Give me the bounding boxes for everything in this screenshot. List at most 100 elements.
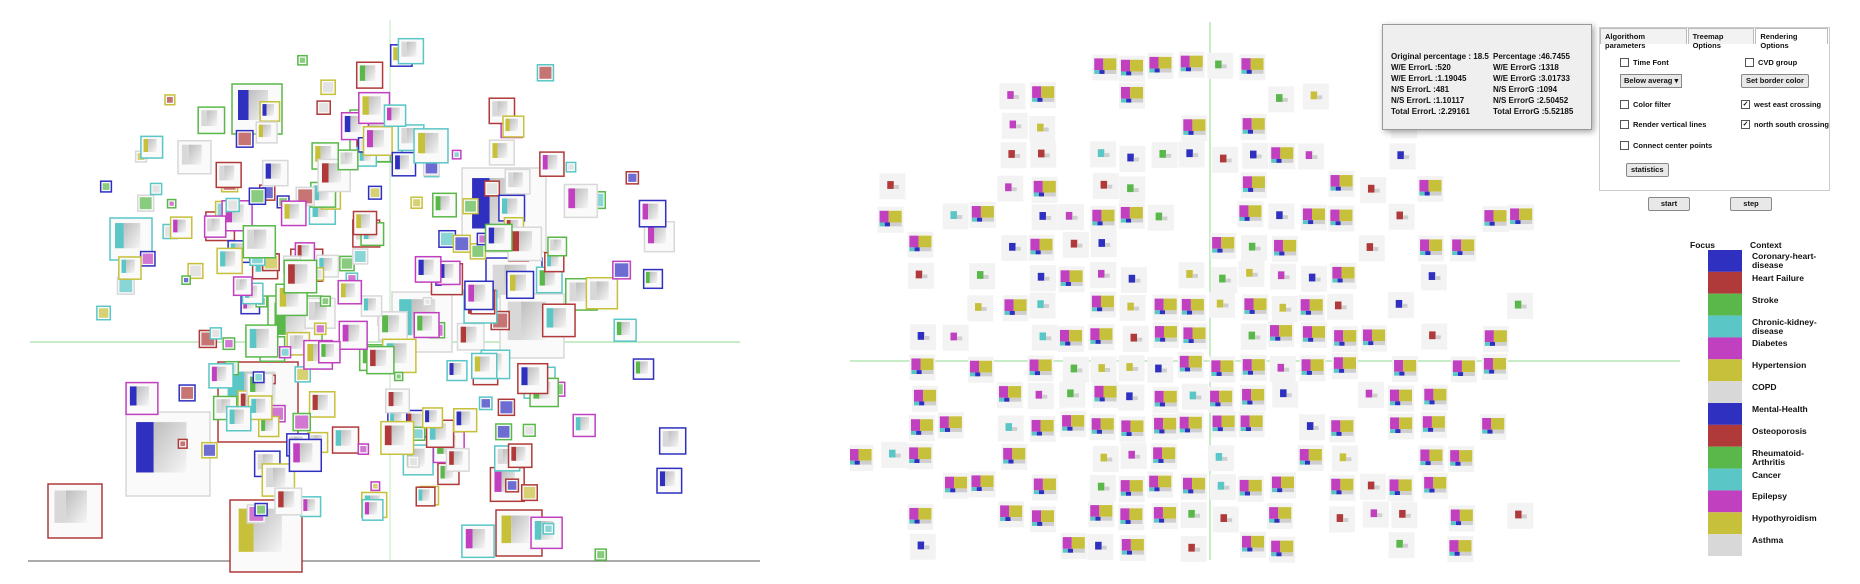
treemap-node[interactable] — [909, 354, 936, 381]
treemap-node[interactable] — [585, 276, 619, 310]
treemap-node[interactable] — [1090, 262, 1117, 289]
treemap-node[interactable] — [1119, 294, 1146, 321]
connect-center-points-checkbox[interactable] — [1620, 141, 1629, 150]
treemap-node[interactable] — [1269, 536, 1296, 563]
treemap-node[interactable] — [1088, 324, 1115, 351]
treemap-node[interactable] — [505, 478, 520, 493]
treemap-node[interactable] — [997, 415, 1024, 442]
treemap-node[interactable] — [1299, 414, 1326, 441]
treemap-node[interactable] — [384, 388, 411, 414]
treemap-node[interactable] — [625, 170, 640, 185]
treemap-node[interactable] — [294, 366, 311, 383]
treemap-node[interactable] — [410, 196, 423, 209]
treemap-node[interactable] — [139, 250, 156, 267]
treemap-node[interactable] — [1482, 206, 1509, 233]
treemap-node[interactable] — [997, 175, 1024, 202]
treemap-node[interactable] — [1299, 355, 1326, 382]
treemap-node[interactable] — [1092, 381, 1119, 408]
treemap-node[interactable] — [1207, 445, 1234, 472]
treemap-node[interactable] — [1271, 296, 1298, 323]
treemap-node[interactable] — [1387, 475, 1414, 502]
right-treemap-canvas[interactable] — [850, 0, 1680, 584]
treemap-node[interactable] — [1002, 295, 1029, 322]
treemap-node[interactable] — [1270, 263, 1297, 290]
treemap-node[interactable] — [1118, 355, 1145, 382]
treemap-node[interactable] — [331, 426, 360, 454]
treemap-node[interactable] — [352, 210, 378, 236]
treemap-node[interactable] — [1147, 356, 1174, 383]
treemap-node[interactable] — [1062, 231, 1089, 258]
treemap-node[interactable] — [1360, 176, 1387, 203]
treemap-node[interactable] — [1421, 323, 1448, 350]
treemap-node[interactable] — [1179, 294, 1206, 321]
treemap-node[interactable] — [1057, 325, 1084, 352]
treemap-node[interactable] — [1238, 411, 1265, 438]
treemap-node[interactable] — [292, 412, 312, 432]
treemap-node[interactable] — [1297, 143, 1324, 170]
set-border-color-button[interactable]: Set border color — [1741, 74, 1809, 88]
treemap-node[interactable] — [1092, 445, 1119, 472]
treemap-node[interactable] — [125, 381, 159, 416]
treemap-node[interactable] — [1418, 235, 1445, 262]
start-button[interactable]: start — [1648, 197, 1690, 211]
treemap-node[interactable] — [248, 187, 267, 206]
treemap-node[interactable] — [642, 268, 664, 290]
treemap-node[interactable] — [1178, 262, 1205, 289]
treemap-node[interactable] — [1507, 292, 1534, 319]
treemap-node[interactable] — [446, 359, 468, 382]
treemap-node[interactable] — [1300, 322, 1327, 349]
treemap-node[interactable] — [1210, 233, 1237, 260]
treemap-node[interactable] — [383, 104, 407, 127]
treemap-node[interactable] — [1087, 533, 1114, 560]
treemap-node[interactable] — [181, 275, 191, 285]
treemap-node[interactable] — [187, 262, 204, 280]
treemap-node[interactable] — [1240, 323, 1267, 350]
treemap-node[interactable] — [247, 395, 273, 421]
treemap-node[interactable] — [1119, 535, 1146, 562]
treemap-node[interactable] — [613, 318, 637, 342]
treemap-node[interactable] — [1058, 266, 1085, 293]
treemap-node[interactable] — [1448, 505, 1475, 532]
treemap-node[interactable] — [881, 441, 908, 468]
treemap-node[interactable] — [502, 115, 525, 138]
treemap-node[interactable] — [432, 192, 458, 218]
treemap-node[interactable] — [612, 260, 632, 280]
tab-algorithm-parameters[interactable]: Algorithom parameters — [1600, 28, 1687, 50]
treemap-node[interactable] — [366, 345, 395, 375]
color-filter-option[interactable]: Color filter — [1620, 100, 1671, 109]
treemap-node[interactable] — [1027, 355, 1054, 382]
treemap-node[interactable] — [319, 295, 332, 307]
treemap-node[interactable] — [351, 248, 369, 265]
treemap-node[interactable] — [1239, 54, 1266, 81]
treemap-node[interactable] — [1092, 54, 1119, 81]
treemap-node[interactable] — [565, 161, 577, 173]
treemap-node[interactable] — [414, 255, 442, 283]
treemap-node[interactable] — [1327, 293, 1354, 320]
treemap-node[interactable] — [1391, 502, 1418, 529]
treemap-node[interactable] — [1147, 204, 1174, 231]
treemap-node[interactable] — [318, 340, 341, 364]
treemap-node[interactable] — [1089, 291, 1116, 318]
treemap-node[interactable] — [1272, 235, 1299, 262]
treemap-node[interactable] — [1118, 384, 1145, 411]
treemap-node[interactable] — [178, 384, 196, 402]
treemap-node[interactable] — [118, 256, 142, 280]
treemap-node[interactable] — [377, 311, 408, 342]
treemap-node[interactable] — [208, 363, 234, 389]
treemap-node[interactable] — [1152, 322, 1179, 349]
treemap-node[interactable] — [1360, 325, 1387, 352]
treemap-node[interactable] — [1181, 323, 1208, 350]
treemap-node[interactable] — [522, 423, 536, 437]
treemap-node[interactable] — [1029, 506, 1056, 533]
treemap-node[interactable] — [245, 324, 279, 358]
treemap-node[interactable] — [1268, 86, 1295, 113]
treemap-node[interactable] — [1029, 115, 1056, 142]
step-button[interactable]: step — [1730, 197, 1772, 211]
tab-rendering-options[interactable]: Rendering Options — [1755, 28, 1828, 50]
treemap-node[interactable] — [1209, 474, 1236, 501]
treemap-node[interactable] — [997, 382, 1024, 409]
color-filter-checkbox[interactable] — [1620, 100, 1629, 109]
treemap-node[interactable] — [1090, 474, 1117, 501]
treemap-node[interactable] — [520, 484, 539, 502]
north-south-crossing-option[interactable]: ✓ north south crossing — [1741, 120, 1829, 129]
